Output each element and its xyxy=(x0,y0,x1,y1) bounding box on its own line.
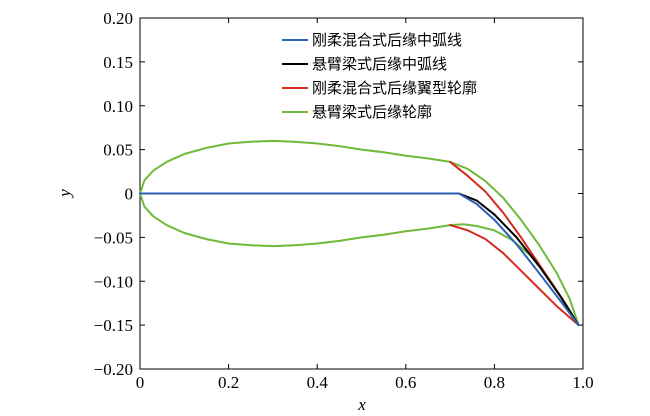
y-axis-label: y xyxy=(55,189,74,199)
legend-label-1: 刚柔混合式后缘中弧线 xyxy=(312,31,462,49)
x-tick-label: 0.2 xyxy=(218,373,239,392)
y-tick-label: 0.20 xyxy=(103,9,133,28)
y-tick-label: −0.15 xyxy=(94,316,133,335)
series-line-1 xyxy=(139,192,580,327)
ticks: 0 0.2 0.4 0.6 0.8 1.0 0.20 0.15 0.10 0.05 0 −0.05 −0… xyxy=(94,9,594,392)
series-line-2 xyxy=(139,192,580,327)
y-tick-label: 0 xyxy=(125,185,134,204)
x-tick-label: 1.0 xyxy=(572,373,593,392)
y-tick-label: 0.15 xyxy=(103,53,133,72)
y-tick-label: −0.10 xyxy=(94,272,133,291)
x-tick-label: 0.8 xyxy=(484,373,505,392)
y-tick-label: −0.20 xyxy=(94,360,133,379)
legend-label-2: 悬臂梁式后缘中弧线 xyxy=(312,55,447,73)
x-tick-label: 0 xyxy=(136,373,145,392)
x-axis-label: x xyxy=(357,395,366,414)
series-layer xyxy=(139,139,580,327)
legend-label-4: 悬臂梁式后缘轮廓 xyxy=(312,103,432,121)
legend-label-3: 刚柔混合式后缘翼型轮廓 xyxy=(312,79,477,97)
y-tick-label: 0.10 xyxy=(103,97,133,116)
x-tick-label: 0.4 xyxy=(307,373,329,392)
y-tick-label: −0.05 xyxy=(94,228,133,247)
y-tick-label: 0.05 xyxy=(103,141,133,160)
x-tick-label: 0.6 xyxy=(395,373,416,392)
